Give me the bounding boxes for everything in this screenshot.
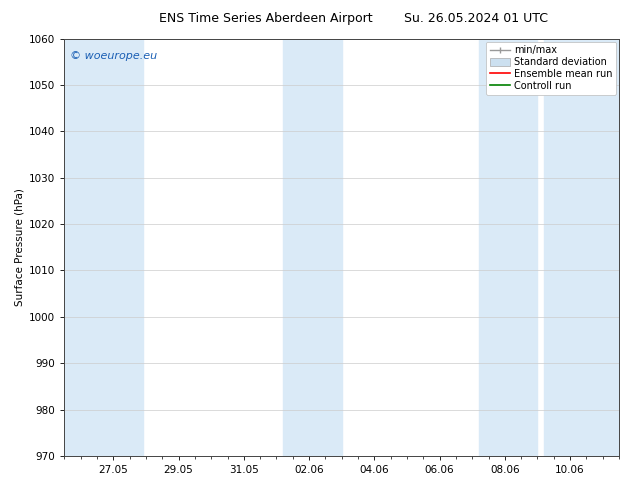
Text: ENS Time Series Aberdeen Airport: ENS Time Series Aberdeen Airport (160, 12, 373, 25)
Legend: min/max, Standard deviation, Ensemble mean run, Controll run: min/max, Standard deviation, Ensemble me… (486, 42, 616, 95)
Bar (544, 39, 619, 456)
Bar (65, 39, 143, 456)
Y-axis label: Surface Pressure (hPa): Surface Pressure (hPa) (15, 188, 25, 306)
Bar (283, 39, 342, 456)
Bar (479, 39, 538, 456)
Text: © woeurope.eu: © woeurope.eu (70, 51, 157, 61)
Text: Su. 26.05.2024 01 UTC: Su. 26.05.2024 01 UTC (403, 12, 548, 25)
